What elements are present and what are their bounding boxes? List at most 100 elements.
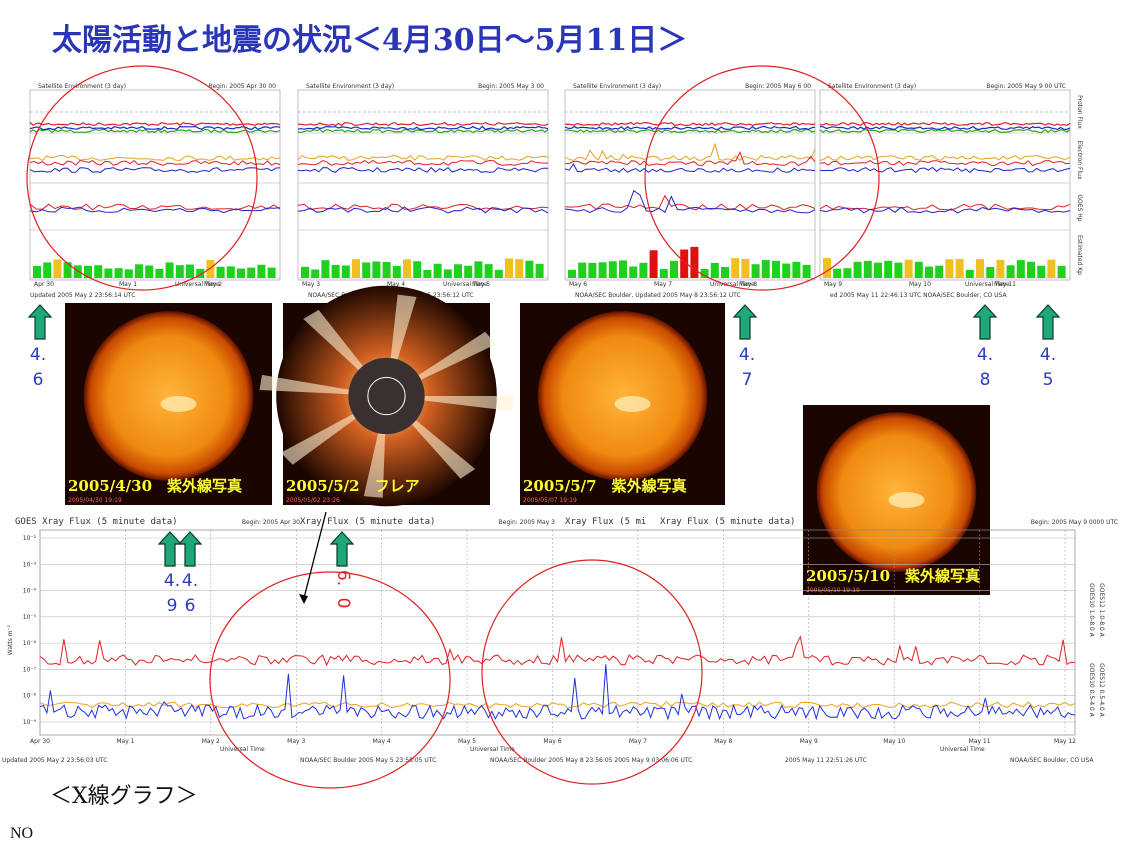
kp-bar [372,261,381,278]
kp-bar [1047,259,1056,278]
legend-entry: GOES12 1.0-8.0 A [1098,583,1105,638]
xray-footer: Updated 2005 May 2 23:56:03 UTC [2,757,107,764]
kp-bar [792,261,801,278]
x-tick-label: May 5 [458,738,476,745]
kp-bar [321,260,330,278]
kp-bar [311,269,320,278]
kp-bar [464,265,473,278]
electron-line [819,160,1071,167]
panel-date: May 3 [302,281,320,288]
kp-bar [63,262,72,278]
kp-bar [362,262,371,278]
xray-begin: Begin: 2005 Apr 30 [242,519,300,526]
kp-bar [731,258,740,278]
kp-bar [1016,260,1025,278]
panel-begin: Begin: 2005 May 9 00 UTC [986,83,1066,90]
kp-bar [216,266,225,278]
proton-line [819,125,1071,131]
quake-magnitude: 4. [30,345,46,365]
kp-bar [206,259,215,278]
kp-bar [772,260,780,278]
kp-bar [247,267,256,278]
kp-bar [433,263,442,278]
panel-axis-label: Universal Time [965,281,1010,288]
kp-bar [382,261,391,278]
kp-bar [1027,261,1035,278]
kp-bar [639,262,648,278]
quake-magnitude: 4. [164,571,180,591]
legend-entry: GOES12 0.5-4.0 A [1098,663,1105,718]
pointer-head [299,594,308,604]
legend-entry: GOES10 0.5-4.0 A [1088,663,1095,718]
xray-long [39,635,1076,667]
electron-line [297,154,549,162]
kp-bar [155,268,164,278]
x-tick-label: May 4 [373,738,391,745]
kp-bar [680,249,689,278]
panel-begin: Begin: 2005 May 3 00 [478,83,544,90]
panel-title: Satellite Environment (3 day) [38,83,126,90]
kp-bar [257,264,266,278]
xray-frame [39,529,1076,736]
kp-bar [863,260,872,278]
up-arrow [972,304,998,340]
highlight-circle [209,571,451,789]
electron-line [564,163,816,174]
proton-line [297,128,549,134]
y-tick-label: 10⁻⁵ [23,614,37,621]
quake-magnitude: 4. [739,345,755,365]
active-region [160,396,197,412]
photo-stamp: 2005/05/07 19:19 [523,497,577,504]
photo-stamp: 2005/04/30 19:19 [68,497,122,504]
electron-line [29,167,281,173]
y-tick-label: 10⁻³ [23,561,37,568]
photo-caption: 2005/5/2 フレア [286,477,420,495]
kp-bar [104,268,113,278]
row-label: GOES Hp [1076,194,1083,221]
xray-footer: NOAA/SEC Boulder 2005 May 5 23:56:05 UTC [300,757,436,764]
kp-bar [996,259,1005,278]
kp-bar [53,259,62,278]
kp-bar [659,269,668,278]
kp-bar [84,265,92,278]
kp-bar [690,246,699,278]
footer-note: NO [10,825,33,842]
kp-bar [955,258,964,278]
panel-axis-label: Universal Time [710,281,755,288]
xray-title: Xray Flux (5 minute data) [660,517,795,527]
panel-date: May 9 [824,281,842,288]
quake-magnitude: 6 [185,596,196,616]
kp-bar [965,269,974,278]
x-tick-label: May 10 [883,738,905,745]
kp-bar [782,263,791,278]
x-tick-label: May 3 [287,738,305,745]
proton-line [29,121,281,127]
quake-magnitude: 9 [167,596,178,616]
electron-line [297,159,548,166]
photo-caption: 2005/5/7 紫外線写真 [523,477,687,495]
proton-line [297,125,549,131]
panel-title: Satellite Environment (3 day) [828,83,916,90]
up-arrow [1035,304,1061,340]
occulter [348,357,425,435]
kp-bar [945,259,954,278]
kp-bar [976,259,984,278]
kp-bar [1057,266,1066,278]
pointer [303,511,327,599]
proton-line [297,121,549,127]
kp-bar [443,269,452,278]
proton-line [819,121,1071,127]
y-tick-label: 10⁻² [23,535,37,542]
kp-bar [914,261,923,278]
kp-bar [33,265,41,278]
y-tick-label: 10⁻⁶ [23,640,37,647]
y-tick-label: 10⁻⁴ [23,588,37,595]
x-tick-label: Apr 30 [30,738,50,745]
electron-line [819,154,1071,161]
x-tick-label: May 6 [543,738,561,745]
proton-line [564,125,816,131]
kp-bar [608,261,617,278]
proton-line [29,128,281,134]
proton-line [819,128,1071,134]
quake-magnitude: 5 [1043,370,1054,390]
